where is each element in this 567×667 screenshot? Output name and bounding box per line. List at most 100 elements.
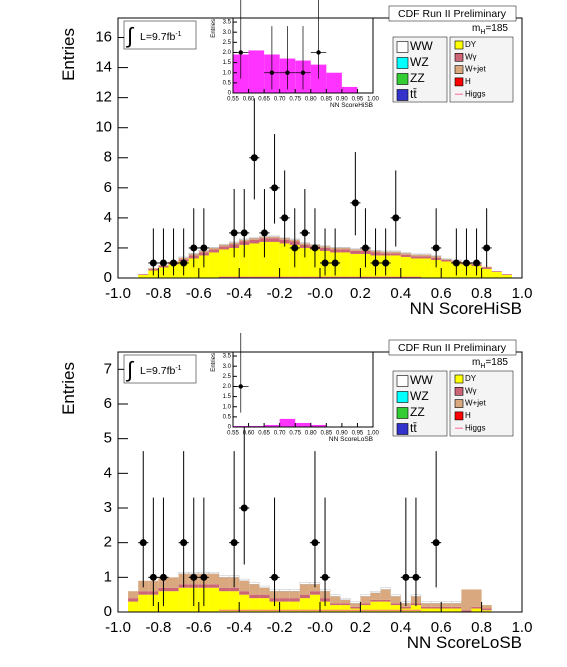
chart-title: CDF Run II Preliminary	[398, 8, 507, 20]
histogram-bar	[380, 587, 391, 590]
histogram-bar	[168, 587, 179, 592]
histogram-bar	[370, 592, 381, 600]
histogram-bar	[208, 587, 219, 612]
x-tick-label: 0.55	[227, 431, 239, 437]
histogram-bar	[380, 599, 391, 602]
histogram-bar	[229, 587, 240, 592]
x-tick-label: 0.6	[431, 285, 452, 302]
legend-swatch	[396, 89, 409, 101]
luminosity-box	[123, 20, 197, 50]
y-tick-label: 2.0	[223, 50, 232, 56]
histogram-bar	[390, 603, 401, 606]
x-tick-label: 0.4	[390, 619, 411, 636]
data-point	[190, 244, 198, 252]
y-tick-label: 2.5	[223, 374, 232, 380]
legend-label: ZZ	[410, 71, 425, 85]
luminosity-value: L=9.7fb	[140, 365, 175, 377]
histogram-bar	[299, 598, 310, 612]
histogram-bar	[350, 249, 361, 251]
histogram-bar	[421, 603, 432, 607]
data-point	[250, 154, 258, 162]
data-point	[200, 244, 208, 252]
histogram-bar	[269, 601, 280, 612]
histogram-bar	[451, 601, 462, 604]
data-point	[271, 573, 279, 581]
mass-subscript: H	[480, 29, 485, 36]
luminosity-box	[123, 354, 197, 384]
histogram-bar	[340, 247, 351, 250]
y-tick-label: 14	[95, 59, 112, 76]
histogram-bar	[471, 608, 482, 612]
histogram-bar	[249, 594, 260, 599]
histogram-bar	[239, 591, 250, 595]
legend-swatch	[454, 386, 464, 396]
histogram-bar	[350, 601, 361, 604]
data-point	[473, 259, 481, 267]
legend-label: DY	[465, 40, 477, 49]
histogram-bar	[390, 253, 401, 256]
histogram-bar	[178, 587, 189, 612]
legend-label: ZZ	[410, 405, 425, 419]
x-tick-label: 0.2	[350, 619, 371, 636]
legend-label: WW	[410, 373, 433, 387]
histogram-bar	[218, 575, 230, 578]
data-point	[238, 384, 243, 389]
x-tick-label: -0.8	[145, 285, 171, 302]
histogram-bar	[330, 596, 341, 604]
x-tick-label: 0.65	[258, 431, 270, 437]
legend-label: tt̄	[410, 421, 417, 435]
histogram-bar	[410, 258, 421, 278]
histogram-bar	[249, 237, 260, 239]
histogram-bar	[400, 252, 412, 254]
y-tick-label: 2.5	[223, 40, 232, 46]
x-tick-label: 0.60	[243, 97, 255, 103]
histogram-bar	[410, 254, 421, 257]
histogram-bar	[269, 235, 280, 237]
legend-label: WW	[410, 39, 433, 53]
histogram-bar	[410, 253, 422, 255]
histogram-bar	[481, 608, 492, 611]
data-point	[311, 244, 319, 252]
histogram-bar	[340, 597, 351, 601]
histogram-bar	[269, 241, 280, 278]
histogram-bar	[380, 601, 391, 612]
histogram-bar	[471, 606, 482, 609]
histogram-bar	[219, 577, 230, 588]
data-point	[240, 504, 248, 512]
histogram-bar	[279, 598, 290, 602]
histogram-bar	[320, 601, 331, 612]
histogram-bar	[410, 605, 421, 612]
histogram-bar	[451, 608, 462, 612]
legend-label: W+jet	[465, 65, 486, 74]
x-tick-label: 0.70	[274, 97, 286, 103]
histogram-bar	[229, 247, 240, 278]
histogram-bar	[390, 594, 401, 597]
plot-frame	[232, 351, 374, 428]
histogram-bar	[471, 589, 482, 607]
data-point	[230, 539, 238, 547]
histogram-bar	[239, 244, 250, 278]
histogram-bar	[330, 605, 341, 612]
histogram-bar	[309, 594, 320, 612]
legend-label: DY	[465, 374, 477, 383]
histogram-bar	[501, 274, 512, 275]
histogram-bar	[208, 584, 219, 588]
histogram-bar	[329, 594, 341, 597]
x-tick-label: -0.6	[186, 285, 212, 302]
mass-value: =185	[485, 357, 508, 368]
histogram-bar	[431, 608, 442, 612]
data-point	[149, 573, 157, 581]
data-point	[372, 259, 380, 267]
histogram-bar	[233, 425, 249, 427]
mass-label: mH=185	[472, 357, 508, 370]
histogram-bar	[259, 594, 270, 599]
histogram-bar	[350, 606, 361, 609]
histogram-bar	[248, 50, 265, 93]
y-tick-label: 2.0	[223, 384, 232, 390]
histogram-bar	[239, 580, 250, 592]
histogram-bar	[219, 246, 230, 250]
data-point	[402, 573, 410, 581]
legend-swatch	[454, 374, 464, 384]
data-point	[301, 229, 309, 237]
inset-background	[233, 352, 373, 427]
